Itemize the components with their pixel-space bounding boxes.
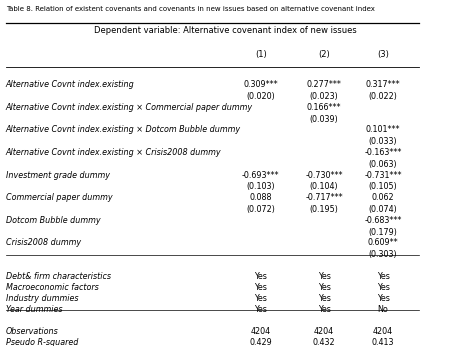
Text: Debt& firm characteristics: Debt& firm characteristics [5, 272, 110, 281]
Text: Alternative Covnt index.existing × Commercial paper dummy: Alternative Covnt index.existing × Comme… [5, 103, 253, 112]
Text: (0.020): (0.020) [247, 92, 275, 101]
Text: (0.039): (0.039) [310, 115, 339, 124]
Text: -0.683***: -0.683*** [365, 216, 402, 225]
Text: (3): (3) [377, 50, 389, 59]
Text: (0.074): (0.074) [369, 205, 397, 214]
Text: Investment grade dummy: Investment grade dummy [5, 171, 110, 180]
Text: Industry dummies: Industry dummies [5, 294, 78, 303]
Text: Commercial paper dummy: Commercial paper dummy [5, 193, 112, 202]
Text: (0.105): (0.105) [369, 182, 397, 191]
Text: Yes: Yes [377, 294, 390, 303]
Text: (0.072): (0.072) [247, 205, 275, 214]
Text: 0.413: 0.413 [372, 338, 394, 346]
Text: Observations: Observations [5, 327, 58, 336]
Text: -0.730***: -0.730*** [305, 171, 343, 180]
Text: 4204: 4204 [314, 327, 334, 336]
Text: Dependent variable: Alternative covenant index of new issues: Dependent variable: Alternative covenant… [93, 26, 357, 35]
Text: Yes: Yes [317, 305, 330, 314]
Text: 0.609**: 0.609** [368, 238, 398, 247]
Text: Yes: Yes [255, 294, 267, 303]
Text: (0.103): (0.103) [247, 182, 275, 191]
Text: 0.432: 0.432 [313, 338, 335, 346]
Text: Yes: Yes [317, 272, 330, 281]
Text: Dotcom Bubble dummy: Dotcom Bubble dummy [5, 216, 100, 225]
Text: 0.088: 0.088 [250, 193, 272, 202]
Text: -0.163***: -0.163*** [365, 148, 402, 157]
Text: Table 8. Relation of existent covenants and covenants in new issues based on alt: Table 8. Relation of existent covenants … [5, 6, 374, 12]
Text: 0.429: 0.429 [250, 338, 272, 346]
Text: -0.731***: -0.731*** [365, 171, 402, 180]
Text: (0.063): (0.063) [369, 160, 397, 169]
Text: Alternative Covnt index.existing × Dotcom Bubble dummy: Alternative Covnt index.existing × Dotco… [5, 126, 241, 135]
Text: (0.195): (0.195) [310, 205, 339, 214]
Text: 0.166***: 0.166*** [307, 103, 341, 112]
Text: (0.023): (0.023) [310, 92, 339, 101]
Text: 0.317***: 0.317*** [366, 80, 401, 89]
Text: (0.303): (0.303) [369, 250, 397, 259]
Text: Year dummies: Year dummies [5, 305, 62, 314]
Text: (2): (2) [318, 50, 330, 59]
Text: Yes: Yes [255, 283, 267, 292]
Text: Pseudo R-squared: Pseudo R-squared [5, 338, 78, 346]
Text: 0.277***: 0.277*** [307, 80, 342, 89]
Text: Yes: Yes [317, 283, 330, 292]
Text: 0.062: 0.062 [372, 193, 395, 202]
Text: Yes: Yes [255, 305, 267, 314]
Text: Crisis2008 dummy: Crisis2008 dummy [5, 238, 81, 247]
Text: -0.693***: -0.693*** [242, 171, 280, 180]
Text: No: No [378, 305, 388, 314]
Text: Alternative Covnt index.existing × Crisis2008 dummy: Alternative Covnt index.existing × Crisi… [5, 148, 221, 157]
Text: -0.717***: -0.717*** [305, 193, 343, 202]
Text: Alternative Covnt index.existing: Alternative Covnt index.existing [5, 80, 134, 89]
Text: Yes: Yes [377, 272, 390, 281]
Text: Yes: Yes [377, 283, 390, 292]
Text: 4204: 4204 [251, 327, 271, 336]
Text: Yes: Yes [255, 272, 267, 281]
Text: Macroeconomic factors: Macroeconomic factors [5, 283, 98, 292]
Text: 4204: 4204 [373, 327, 393, 336]
Text: 0.101***: 0.101*** [366, 126, 401, 135]
Text: (1): (1) [255, 50, 267, 59]
Text: (0.179): (0.179) [369, 228, 398, 237]
Text: (0.033): (0.033) [369, 137, 397, 146]
Text: (0.022): (0.022) [369, 92, 398, 101]
Text: Yes: Yes [317, 294, 330, 303]
Text: (0.104): (0.104) [310, 182, 339, 191]
Text: 0.309***: 0.309*** [243, 80, 278, 89]
